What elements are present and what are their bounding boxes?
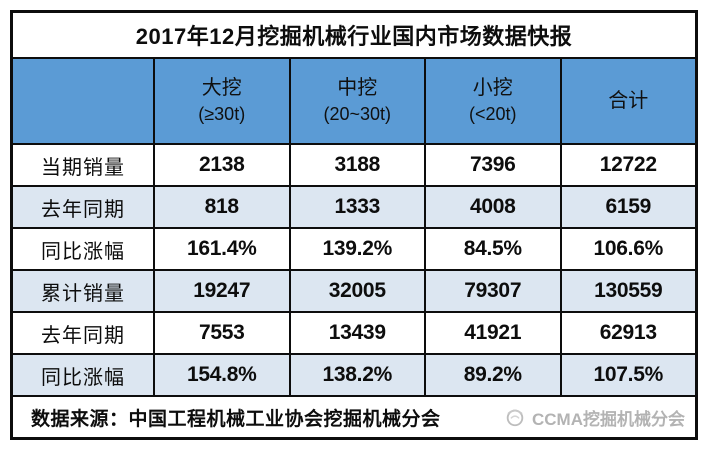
table-cell: 107.5%	[559, 355, 696, 395]
table-cell: 62913	[559, 313, 696, 353]
table-cell: 7396	[424, 145, 560, 185]
header-sublabel: (<20t)	[468, 104, 517, 125]
data-source-text: 数据来源：中国工程机械工业协会挖掘机械分会	[31, 408, 441, 430]
table-row-last-year-same-period-cumulative: 去年同期 7553 13439 41921 62913	[13, 311, 695, 353]
watermark: CCMA挖掘机械分会	[504, 405, 685, 430]
table-cell: 130559	[559, 271, 696, 311]
table-cell: 6159	[559, 187, 696, 227]
row-label: 累计销量	[41, 282, 125, 305]
table-cell: 1333	[288, 187, 425, 227]
report-table-frame: 2017年12月挖掘机械行业国内市场数据快报 大挖 (≥30t) 中挖 (20~…	[10, 10, 698, 440]
table-cell: 138.2%	[288, 355, 425, 395]
table-cell: 79307	[424, 271, 560, 311]
header-label: 小挖	[472, 77, 513, 100]
table-cell: 12722	[559, 145, 696, 185]
header-col-total: 合计	[559, 59, 696, 143]
table-cell: 106.6%	[559, 229, 696, 269]
table-row-yoy-growth-cumulative: 同比涨幅 154.8% 138.2% 89.2% 107.5%	[13, 353, 695, 395]
header-label: 中挖	[337, 77, 378, 100]
table-cell: 89.2%	[424, 355, 560, 395]
row-label: 同比涨幅	[41, 240, 125, 263]
report-title: 2017年12月挖掘机械行业国内市场数据快报	[13, 13, 695, 57]
table-cell: 154.8%	[153, 355, 289, 395]
table-row-yoy-growth: 同比涨幅 161.4% 139.2% 84.5% 106.6%	[13, 227, 695, 269]
table-cell: 161.4%	[153, 229, 289, 269]
table-cell: 13439	[288, 313, 425, 353]
header-col-big-dig: 大挖 (≥30t)	[153, 59, 289, 143]
table-row-last-year-same-period: 去年同期 818 1333 4008 6159	[13, 185, 695, 227]
table-cell: 4008	[424, 187, 560, 227]
header-sublabel: (20~30t)	[323, 104, 392, 125]
row-label: 去年同期	[41, 324, 125, 347]
header-label: 合计	[608, 89, 649, 112]
header-label: 大挖	[201, 77, 242, 100]
table-header-row: 大挖 (≥30t) 中挖 (20~30t) 小挖 (<20t) 合计	[13, 57, 695, 143]
row-label: 去年同期	[41, 198, 125, 221]
table-cell: 2138	[153, 145, 289, 185]
table-cell: 7553	[153, 313, 289, 353]
header-empty-cell	[13, 59, 153, 143]
table-row-current-sales: 当期销量 2138 3188 7396 12722	[13, 143, 695, 185]
table-cell: 41921	[424, 313, 560, 353]
header-col-mid-dig: 中挖 (20~30t)	[288, 59, 425, 143]
watermark-text: CCMA挖掘机械分会	[532, 409, 685, 429]
ccma-logo-icon	[504, 406, 526, 428]
table-cell: 3188	[288, 145, 425, 185]
table-cell: 32005	[288, 271, 425, 311]
header-col-small-dig: 小挖 (<20t)	[424, 59, 560, 143]
header-sublabel: (≥30t)	[198, 104, 246, 125]
table-row-cumulative-sales: 累计销量 19247 32005 79307 130559	[13, 269, 695, 311]
row-label: 当期销量	[41, 156, 125, 179]
table-footer-row: 数据来源：中国工程机械工业协会挖掘机械分会 CCMA挖掘机械分会	[13, 395, 695, 437]
table-cell: 139.2%	[288, 229, 425, 269]
table-cell: 84.5%	[424, 229, 560, 269]
table-cell: 19247	[153, 271, 289, 311]
table-cell: 818	[153, 187, 289, 227]
row-label: 同比涨幅	[41, 366, 125, 389]
